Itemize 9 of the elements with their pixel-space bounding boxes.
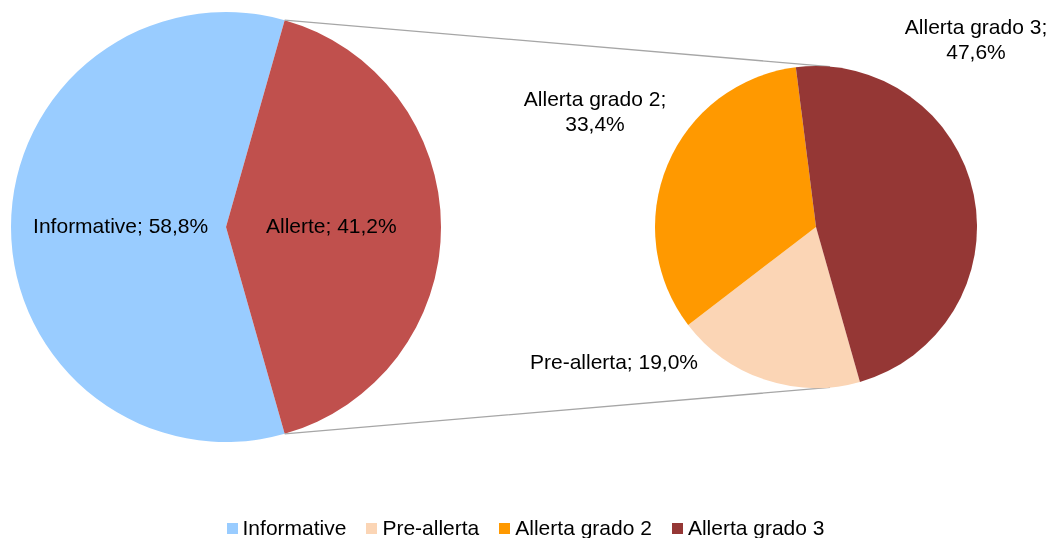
category-label: Pre-allerta; 19,0%	[529, 349, 699, 373]
category-label: Allerta grado 2;	[523, 87, 667, 111]
legend-label: Pre-allerta	[382, 516, 480, 538]
legend-label: Informative	[242, 516, 347, 538]
category-label: Allerta grado 3;	[904, 15, 1048, 39]
text: 47,6%	[946, 40, 1006, 64]
slice-label: Allerte; 41,2%	[265, 213, 397, 237]
category-label: Informative; 58,8%	[33, 213, 209, 237]
text: 33,4%	[565, 112, 625, 136]
